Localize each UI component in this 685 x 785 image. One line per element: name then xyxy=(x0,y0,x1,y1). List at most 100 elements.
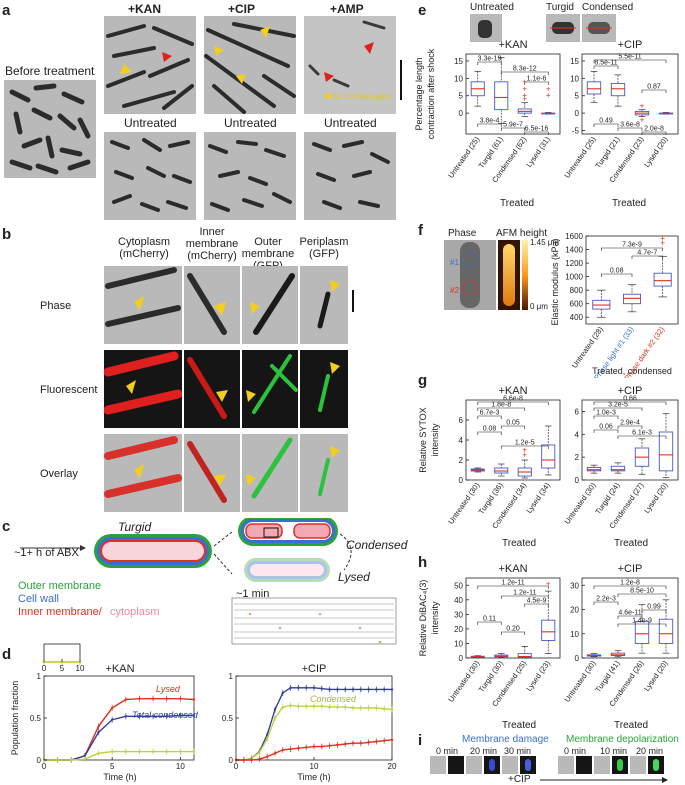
scale-bar xyxy=(352,290,354,312)
panel-d-label: d xyxy=(2,646,12,663)
y-tick-label: 0 xyxy=(459,476,464,485)
i-damage-20min xyxy=(484,756,500,774)
box xyxy=(658,618,674,644)
y-tick-label: 50 xyxy=(454,581,463,590)
data-point xyxy=(305,746,308,749)
y-tick-label: 5 xyxy=(459,92,464,101)
i-damage-phase xyxy=(430,756,446,774)
y-tick-label: 0 xyxy=(459,654,464,663)
significance-bracket xyxy=(601,247,663,251)
outlier: + xyxy=(640,116,645,125)
data-point xyxy=(344,705,347,709)
p-value-label: 2.2e-3 xyxy=(596,596,616,603)
y-tick-label: 600 xyxy=(570,300,584,309)
overlay-periplasm-image xyxy=(300,434,348,512)
p-value-label: 1.2e-11 xyxy=(513,590,536,597)
cells-image xyxy=(187,273,227,335)
h-treated-label-kan: Treated xyxy=(502,720,537,731)
significance-bracket xyxy=(617,435,667,439)
e-condensed-image xyxy=(582,14,616,42)
cip-x-label: Time (h) xyxy=(297,772,330,782)
p-value-label: 5.9e-7 xyxy=(503,122,523,129)
data-point xyxy=(351,706,355,710)
data-point xyxy=(367,688,370,691)
significance-bracket xyxy=(477,407,526,411)
p-value-label: 4.7e-7 xyxy=(637,250,657,257)
cell-2-label: #2 xyxy=(450,286,459,295)
data-point xyxy=(320,705,323,708)
data-point xyxy=(138,697,141,700)
data-point xyxy=(124,715,128,718)
box xyxy=(494,81,509,111)
y-tick-label: 30 xyxy=(570,581,579,590)
x-tick-label: 20 xyxy=(388,762,397,771)
g-y-label-2: intensity xyxy=(430,423,440,457)
outlier: + xyxy=(522,446,527,455)
data-point xyxy=(273,708,277,711)
data-point xyxy=(192,698,196,701)
p-value-label: 8.5e-11 xyxy=(594,60,617,67)
significance-bracket xyxy=(477,415,502,419)
p-value-label: 1.2e-8 xyxy=(620,580,640,587)
data-point xyxy=(281,691,284,694)
y-tick-label: 0 xyxy=(575,476,580,485)
y-tick-label: 2 xyxy=(459,456,464,465)
p-value-label: 3.8e-4 xyxy=(480,118,500,125)
y-tick-label: 0.5 xyxy=(222,714,234,723)
abx-label: ~1+ h of ABX xyxy=(14,547,79,559)
chart-title: +CIP xyxy=(618,40,643,51)
y-tick-label: 2 xyxy=(575,453,580,462)
overlay-inner-image xyxy=(184,434,240,512)
afm-bottom-scale: 0 μm xyxy=(530,302,548,311)
y-tick-label: 15 xyxy=(454,57,463,66)
p-value-label: 3.6e-8 xyxy=(620,122,640,129)
panel-i-label: i xyxy=(418,732,423,749)
g-y-label-1: Relative SYTOX xyxy=(418,407,428,472)
arrow-condensed xyxy=(213,531,233,547)
significance-bracket xyxy=(617,127,643,131)
scale-bar xyxy=(400,60,402,100)
cells-image xyxy=(550,22,576,34)
y-tick-label: 6 xyxy=(459,416,464,425)
data-point xyxy=(281,705,284,709)
afm-colorbar xyxy=(522,240,528,310)
panel-f-label: f xyxy=(418,222,423,239)
category-label: Untreated (25) xyxy=(563,135,598,180)
data-point xyxy=(266,737,269,741)
time-10-right: 10 min xyxy=(600,746,628,756)
fluor-periplasm-image xyxy=(300,350,348,428)
p-value-label: 1.8e-8 xyxy=(491,402,511,409)
significance-bracket xyxy=(593,407,643,411)
panel-b-label: b xyxy=(2,226,12,243)
fluor-cytoplasm-image xyxy=(104,350,182,428)
cells-image xyxy=(617,759,623,771)
e-treated-label-kan: Treated xyxy=(500,198,535,209)
p-value-label: 1.4e-9 xyxy=(632,618,652,625)
data-point xyxy=(179,697,182,700)
significance-bracket xyxy=(524,131,549,135)
cells-image xyxy=(187,357,228,419)
membrane-zoom-dots xyxy=(248,612,382,644)
significance-bracket xyxy=(500,127,526,131)
data-point xyxy=(344,742,347,746)
p-value-label: 8.3e-12 xyxy=(513,66,537,73)
significance-bracket xyxy=(477,123,502,127)
data-point xyxy=(289,704,292,707)
p-value-label: 0.49 xyxy=(599,118,613,125)
x-tick-label: 5 xyxy=(110,762,115,771)
box xyxy=(586,466,602,472)
cip-untreated-image xyxy=(204,132,296,220)
significance-bracket xyxy=(593,429,619,433)
panel-a-label: a xyxy=(2,2,11,19)
overlay-outer-image xyxy=(242,434,298,512)
cells-image xyxy=(187,441,227,503)
cells-image xyxy=(318,446,340,496)
cells-image xyxy=(104,351,182,415)
data-point xyxy=(97,752,100,755)
data-point xyxy=(390,688,394,691)
cells-image xyxy=(110,138,192,212)
outlier: + xyxy=(660,238,665,247)
significance-bracket xyxy=(617,615,643,619)
data-point xyxy=(367,706,370,710)
